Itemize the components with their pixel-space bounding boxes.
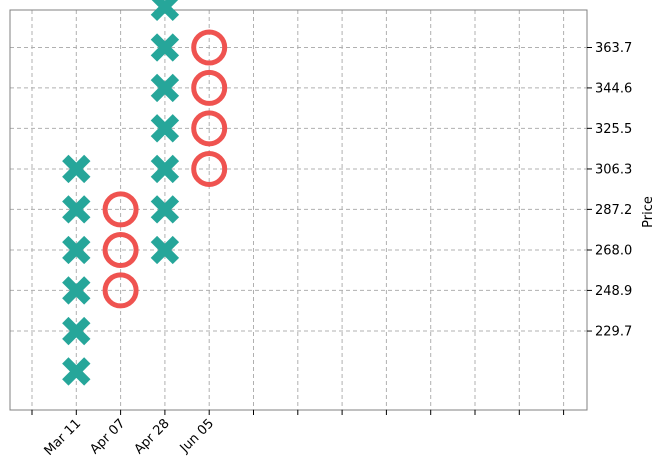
x-mark-stroke xyxy=(150,33,180,62)
x-tick-label: Mar 11 xyxy=(42,416,85,459)
x-mark xyxy=(150,33,180,62)
x-mark xyxy=(62,195,91,224)
o-mark xyxy=(102,232,139,268)
y-axis: 229.7 248.9 268.0 287.2 306.3 325.5 344.6 363.7 xyxy=(587,41,632,340)
o-mark xyxy=(191,150,228,187)
x-mark-stroke xyxy=(62,276,91,305)
x-mark xyxy=(150,114,180,143)
x-mark xyxy=(150,0,180,22)
y-tick-label: 306.3 xyxy=(595,162,632,177)
x-mark xyxy=(150,235,180,265)
x-mark-stroke xyxy=(150,0,179,22)
x-mark xyxy=(62,154,91,184)
x-mark-stroke xyxy=(62,316,91,346)
x-mark xyxy=(150,73,180,103)
chart-marks xyxy=(62,0,228,386)
y-tick-label: 268.0 xyxy=(595,244,632,259)
x-mark-stroke xyxy=(62,154,91,184)
o-mark xyxy=(102,191,139,228)
y-tick-label: 248.9 xyxy=(595,284,632,299)
x-tick-label: Apr 28 xyxy=(132,416,173,457)
x-mark xyxy=(62,276,91,305)
y-tick-label: 229.7 xyxy=(595,325,632,340)
x-mark-stroke xyxy=(150,154,180,184)
x-mark-stroke xyxy=(150,73,180,103)
o-mark xyxy=(191,69,228,106)
x-mark xyxy=(150,195,180,224)
o-mark xyxy=(191,110,228,147)
x-mark xyxy=(62,316,91,346)
o-mark xyxy=(102,272,139,309)
y-tick-label: 344.6 xyxy=(595,81,632,96)
x-mark xyxy=(150,154,180,184)
x-mark xyxy=(62,235,91,265)
x-tick-label: Jun 05 xyxy=(177,416,217,456)
y-tick-label: 325.5 xyxy=(595,122,632,137)
x-mark-stroke xyxy=(150,235,180,265)
x-mark-stroke xyxy=(150,195,180,224)
y-tick-label: 287.2 xyxy=(595,203,632,218)
x-tick-label: Apr 07 xyxy=(87,416,128,457)
y-axis-title: Price xyxy=(641,196,656,228)
o-mark xyxy=(191,29,228,66)
plot-frame xyxy=(9,9,588,411)
y-tick-label: 363.7 xyxy=(595,41,632,56)
x-mark-stroke xyxy=(62,195,91,224)
x-mark-stroke xyxy=(62,235,91,265)
x-mark xyxy=(62,357,91,386)
x-mark-stroke xyxy=(150,114,180,143)
x-axis: Mar 11 Apr 07 Apr 28 Jun 05 xyxy=(31,410,565,459)
grid-lines xyxy=(10,10,587,410)
x-mark-stroke xyxy=(62,357,91,386)
